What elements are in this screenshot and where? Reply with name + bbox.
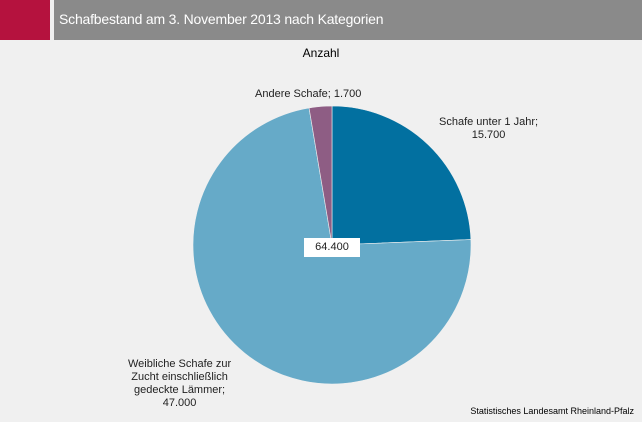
slice-label-line: 15.700 [471, 129, 506, 141]
source-credit: Statistisches Landesamt Rheinland-Pfalz [470, 406, 634, 416]
total-value-box: 64.400 [304, 238, 360, 257]
pie-slice-0 [331, 105, 472, 246]
slice-label-line: Andere Schafe; 1.700 [255, 88, 362, 100]
header-titlebar [54, 0, 642, 40]
chart-title: Schafbestand am 3. November 2013 nach Ka… [59, 11, 384, 27]
slice-label-schafe-unter-1-jahr: Schafe unter 1 Jahr; 15.700 [439, 116, 538, 142]
pie-slice-2 [308, 105, 333, 246]
header-accent [0, 0, 50, 40]
slice-label-line: Weibliche Schafe zur [128, 358, 232, 370]
chart-subtitle: Anzahl [302, 46, 340, 60]
slice-label-line: gedeckte Lämmer; [134, 384, 226, 396]
header-bar: Schafbestand am 3. November 2013 nach Ka… [0, 0, 642, 40]
slice-label-line: 47.000 [162, 397, 197, 409]
slice-label-andere-schafe: Andere Schafe; 1.700 [255, 88, 361, 101]
slice-label-line: Zucht einschließlich [131, 371, 228, 383]
slice-label-weibliche-schafe: Weibliche Schafe zur Zucht einschließlic… [128, 358, 231, 410]
slice-label-line: Schafe unter 1 Jahr; [439, 116, 539, 128]
